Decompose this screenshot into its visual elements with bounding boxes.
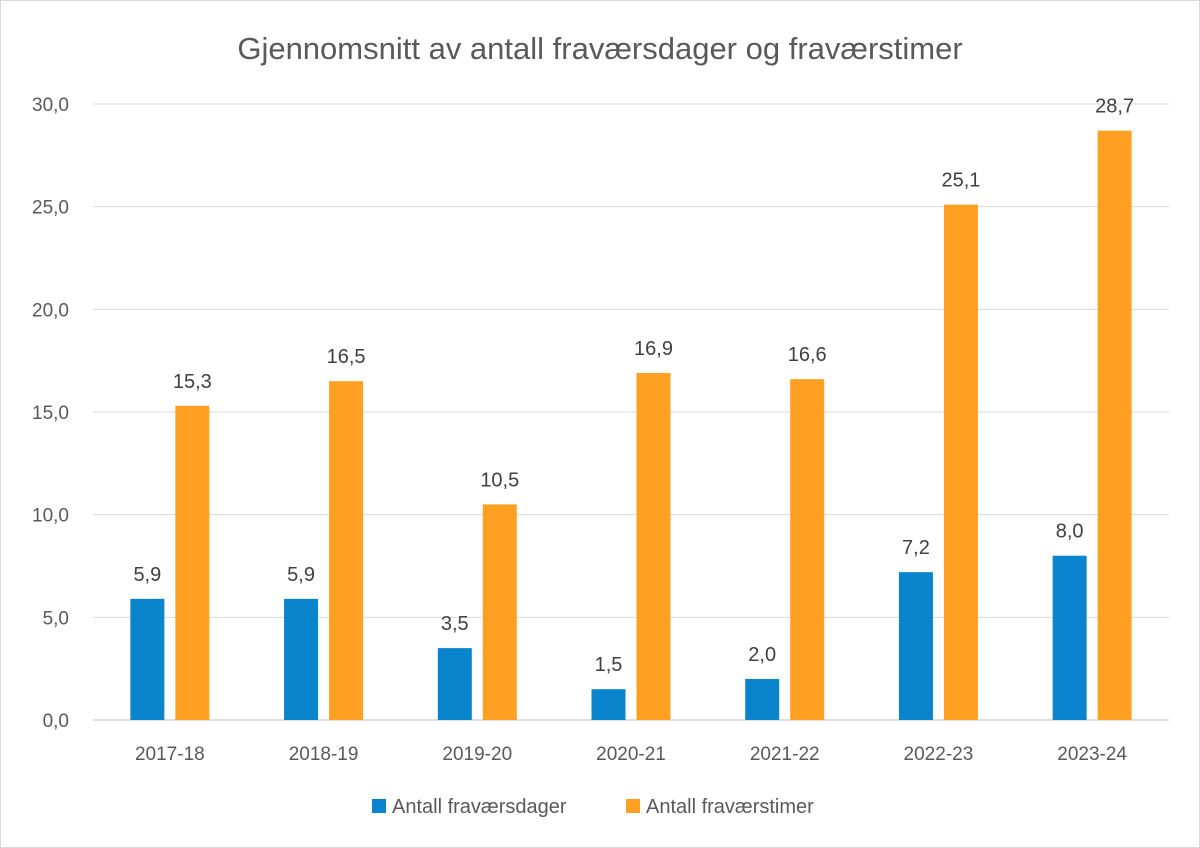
data-labels: 5,9 15,3 5,9 16,5 3,5 10,5 1,5 16,9 2,0 16,6 7,2 25…: [133, 96, 1134, 677]
bar-fravaerstimer: [329, 381, 364, 720]
bar-fravaerstimer: [943, 204, 978, 720]
bar-fravaersdager: [1052, 555, 1087, 720]
bar-fravaerstimer: [790, 379, 825, 720]
x-tick-label: 2021-22: [750, 744, 820, 765]
legend: Antall fraværsdager Antall fraværstimer: [372, 796, 814, 818]
bars: [130, 130, 1132, 720]
data-label: 2,0: [748, 644, 776, 666]
y-tick-label: 30,0: [32, 95, 69, 116]
bar-fravaersdager: [591, 689, 626, 720]
x-tick-label: 2017-18: [135, 744, 205, 765]
data-label: 1,5: [595, 654, 623, 676]
data-label: 3,5: [441, 613, 469, 635]
x-axis-ticks: 2017-18 2018-19 2019-20 2020-21 2021-22 2022-…: [135, 744, 1127, 765]
bar-fravaersdager: [130, 598, 165, 720]
bar-fravaerstimer: [636, 372, 671, 720]
bar-fravaerstimer: [482, 504, 517, 720]
legend-label-fravaersdager: Antall fraværsdager: [392, 796, 567, 818]
x-tick-label: 2020-21: [596, 744, 666, 765]
data-label: 16,6: [788, 344, 827, 366]
data-label: 16,9: [634, 338, 673, 360]
data-label: 15,3: [173, 371, 212, 393]
x-tick-label: 2023-24: [1057, 744, 1127, 765]
y-tick-label: 0,0: [43, 711, 69, 732]
y-tick-label: 25,0: [32, 198, 69, 219]
legend-label-fravaerstimer: Antall fraværstimer: [646, 796, 814, 818]
data-label: 25,1: [941, 170, 980, 192]
y-tick-label: 15,0: [32, 403, 69, 424]
data-label: 16,5: [327, 346, 366, 368]
bar-fravaerstimer: [1097, 130, 1132, 720]
legend-swatch-fravaerstimer: [626, 799, 640, 813]
bar-fravaersdager: [437, 648, 472, 720]
bar-fravaersdager: [284, 598, 319, 720]
x-tick-label: 2019-20: [442, 744, 512, 765]
y-axis-ticks: 0,0 5,0 10,0 15,0 20,0 25,0 30,0: [32, 95, 69, 732]
x-tick-label: 2018-19: [289, 744, 359, 765]
data-label: 28,7: [1095, 96, 1134, 118]
legend-swatch-fravaersdager: [372, 799, 386, 813]
y-tick-label: 10,0: [32, 506, 69, 527]
data-label: 5,9: [133, 564, 161, 586]
x-tick-label: 2022-23: [904, 744, 974, 765]
data-label: 7,2: [902, 537, 930, 559]
data-label: 8,0: [1056, 521, 1084, 543]
y-tick-label: 20,0: [32, 300, 69, 321]
y-tick-label: 5,0: [43, 608, 69, 629]
chart-title: Gjennomsnitt av antall fraværsdager og f…: [237, 31, 962, 66]
bar-fravaersdager: [745, 678, 780, 720]
bar-fravaersdager: [898, 572, 933, 720]
data-label: 5,9: [287, 564, 315, 586]
data-label: 10,5: [480, 469, 519, 491]
gridlines: [93, 103, 1169, 721]
bar-fravaerstimer: [175, 405, 210, 720]
